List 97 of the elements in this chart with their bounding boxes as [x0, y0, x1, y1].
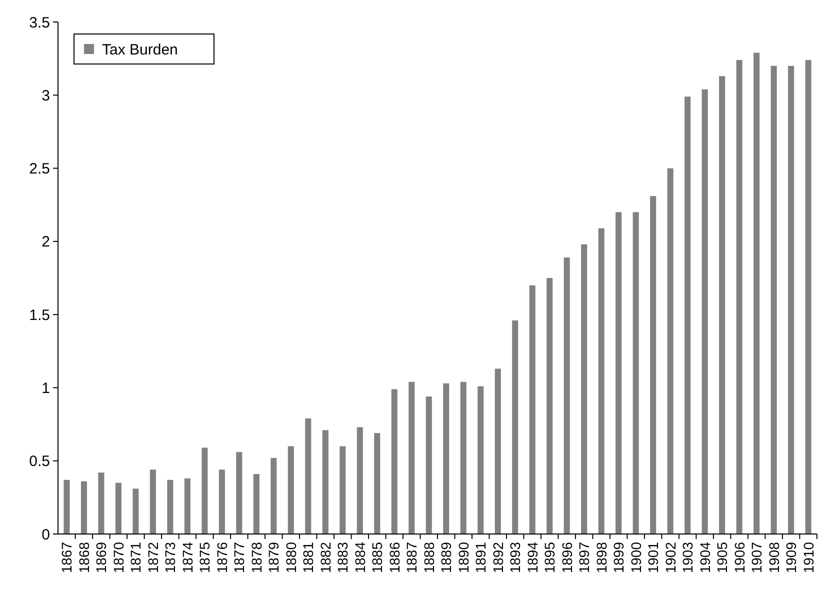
- x-tick-label: 1878: [248, 542, 264, 574]
- y-tick-label: 1: [42, 380, 50, 397]
- bar: [408, 382, 415, 534]
- bar: [270, 458, 277, 534]
- bar: [754, 52, 760, 534]
- x-tick-label: 1908: [766, 542, 782, 574]
- y-tick-label: 0.5: [29, 453, 50, 470]
- x-tick-label: 1910: [800, 542, 816, 574]
- bar: [494, 368, 501, 534]
- bar: [64, 480, 70, 534]
- bar: [167, 480, 174, 534]
- bar: [288, 446, 294, 534]
- x-tick-label: 1905: [714, 542, 730, 574]
- x-tick-label: 1891: [472, 542, 489, 574]
- x-tick-label: 1889: [438, 542, 454, 574]
- bar: [253, 474, 260, 534]
- legend-label: Tax Burden: [102, 41, 178, 58]
- bar: [305, 418, 312, 534]
- x-tick-label: 1876: [214, 542, 230, 574]
- x-tick-label: 1899: [610, 542, 627, 574]
- bar: [616, 212, 622, 534]
- bar: [564, 258, 570, 534]
- bar: [340, 446, 346, 534]
- x-tick-label: 1902: [662, 542, 678, 574]
- x-tick-label: 1892: [490, 542, 506, 574]
- bar: [546, 278, 553, 534]
- bar: [443, 383, 450, 534]
- bar: [150, 470, 156, 534]
- x-tick-label: 1875: [196, 542, 213, 574]
- x-tick-label: 1880: [282, 542, 299, 574]
- x-tick-label: 1890: [455, 542, 472, 574]
- x-tick-label: 1896: [558, 542, 575, 574]
- x-tick-label: 1900: [628, 542, 644, 574]
- bar: [218, 470, 225, 534]
- x-tick-label: 1870: [110, 542, 126, 574]
- bar: [322, 430, 328, 534]
- bar: [632, 212, 639, 534]
- y-tick-label: 2: [42, 234, 50, 251]
- x-tick-label: 1898: [593, 542, 610, 574]
- y-tick-label: 0: [42, 526, 50, 544]
- bar: [770, 66, 777, 534]
- x-tick-label: 1869: [93, 542, 110, 574]
- x-tick-label: 1886: [386, 542, 402, 574]
- bar: [460, 382, 466, 534]
- bar: [598, 228, 604, 534]
- bar: [529, 285, 536, 534]
- x-tick-label: 1879: [266, 542, 282, 574]
- y-tick-label: 2.5: [29, 160, 50, 178]
- bar: [719, 76, 726, 534]
- bar: [512, 320, 518, 534]
- x-tick-label: 1873: [162, 542, 178, 574]
- bar: [788, 66, 794, 534]
- bar: [667, 168, 674, 534]
- x-tick-label: 1868: [76, 542, 92, 574]
- x-tick-label: 1893: [507, 542, 524, 574]
- bar: [202, 448, 208, 534]
- x-tick-label: 1894: [524, 542, 540, 574]
- bar: [356, 427, 363, 534]
- bar: [132, 488, 139, 534]
- y-tick-label: 3: [42, 87, 50, 104]
- bar: [80, 481, 87, 534]
- x-tick-label: 1884: [352, 542, 368, 574]
- y-tick-label: 1.5: [29, 306, 50, 324]
- bar: [391, 389, 398, 534]
- x-tick-label: 1887: [404, 542, 420, 574]
- x-tick-label: 1907: [748, 542, 765, 574]
- bar: [702, 89, 708, 534]
- bar: [650, 196, 656, 534]
- x-tick-label: 1885: [369, 542, 386, 574]
- x-tick-label: 1871: [128, 542, 144, 574]
- bar: [478, 386, 484, 534]
- bar: [684, 96, 691, 534]
- bar: [426, 396, 432, 534]
- x-tick-label: 1867: [58, 542, 75, 574]
- x-tick-label: 1909: [783, 542, 800, 574]
- bar: [236, 452, 242, 534]
- x-tick-label: 1882: [317, 542, 334, 574]
- x-tick-label: 1874: [179, 542, 196, 574]
- bar: [581, 244, 588, 534]
- x-tick-label: 1901: [645, 542, 662, 574]
- x-tick-label: 1906: [731, 542, 748, 574]
- x-tick-label: 1903: [680, 542, 696, 574]
- x-tick-label: 1881: [300, 542, 316, 574]
- x-tick-label: 1904: [696, 542, 713, 574]
- y-tick-label: 3.5: [29, 14, 50, 32]
- bar: [115, 482, 122, 534]
- bar: [736, 60, 742, 534]
- bar: [184, 478, 190, 534]
- x-tick-label: 1897: [576, 542, 592, 574]
- x-tick-label: 1872: [144, 542, 161, 574]
- x-tick-label: 1883: [334, 542, 351, 574]
- x-tick-label: 1877: [231, 542, 248, 574]
- bar: [98, 472, 104, 534]
- bar: [805, 60, 812, 534]
- bar: [374, 433, 380, 534]
- x-tick-label: 1895: [542, 542, 558, 574]
- x-tick-label: 1888: [420, 542, 437, 574]
